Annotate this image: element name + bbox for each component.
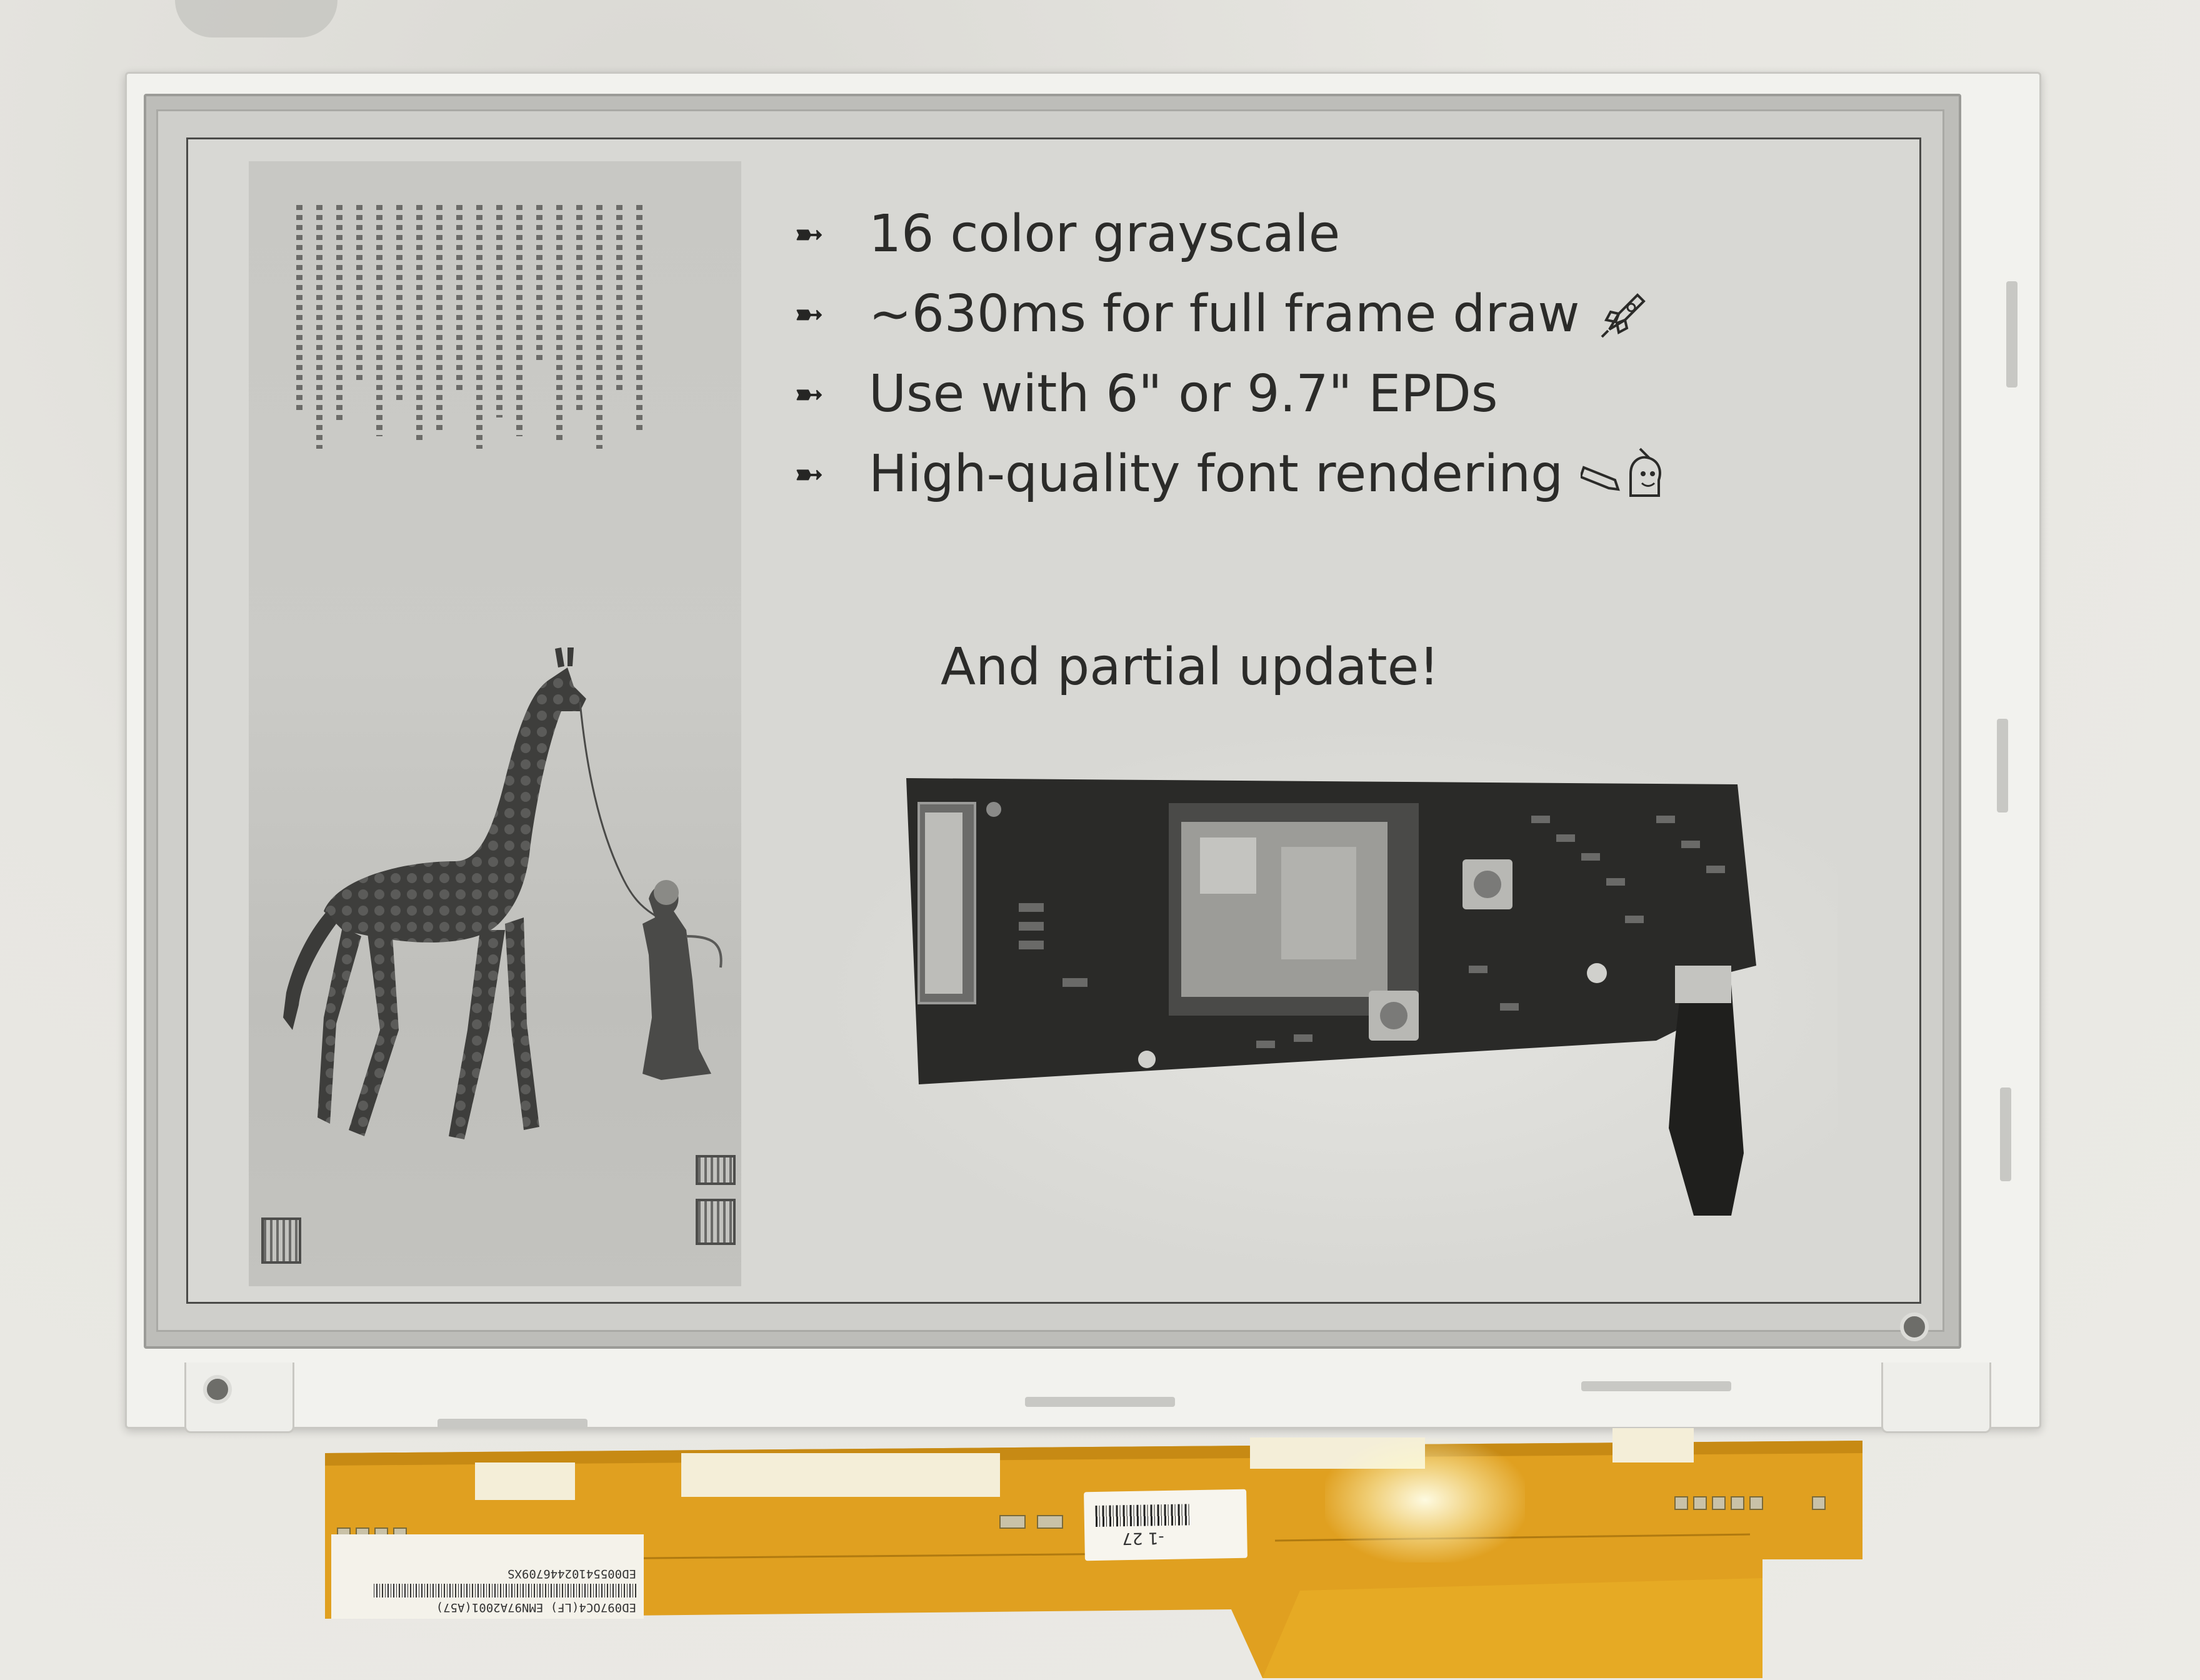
panel-slot (2006, 281, 2018, 388)
label-barcode-graphic (374, 1584, 636, 1598)
bullet-item: ➼ High-quality font rendering (794, 434, 1894, 514)
serial-number-line: ED00554102446709XS (508, 1567, 636, 1581)
giraffe-illustration (283, 648, 722, 1139)
arrow-bullet-icon: ➼ (794, 372, 824, 415)
bullet-item: ➼ ~630ms for full frame draw (794, 274, 1894, 354)
panel-slot (1025, 1397, 1175, 1407)
background-object (175, 0, 338, 38)
bullet-text: ~630ms for full frame draw (869, 284, 1580, 344)
pencil-artist-icon (1581, 448, 1662, 497)
giraffe-scroll-painting (249, 161, 741, 1286)
seal-stamp (696, 1199, 736, 1245)
panel-slot (1581, 1381, 1731, 1391)
panel-slot (438, 1419, 588, 1429)
partial-update-caption: And partial update! (941, 638, 1440, 697)
bullet-text: 16 color grayscale (869, 204, 1341, 264)
pcb-photo (806, 719, 1838, 1281)
arrow-bullet-icon: ➼ (794, 292, 824, 335)
driver-board-illustration (906, 778, 1756, 1216)
mount-hole (1900, 1312, 1929, 1341)
rocket-icon (1601, 293, 1646, 338)
panel-slot (1997, 719, 2008, 812)
barcode-graphic (1095, 1504, 1190, 1527)
part-number-line: ED097OC4(LF) EMN97A2001(A57) (436, 1601, 636, 1614)
bullet-item: ➼ Use with 6" or 9.7" EPDs (794, 354, 1894, 434)
panel-mount-tab-right (1881, 1362, 1991, 1433)
seal-stamp (261, 1218, 301, 1264)
bullet-text: Use with 6" or 9.7" EPDs (869, 364, 1498, 424)
arrow-bullet-icon: ➼ (794, 452, 824, 495)
calligraphy-inscription (292, 205, 642, 474)
panel-slot (2000, 1088, 2011, 1181)
bullet-text: High-quality font rendering (869, 444, 1564, 504)
barcode-number: -1 27 (1122, 1528, 1164, 1548)
barcode-sticker: -1 27 (1084, 1489, 1248, 1561)
panel-mount-tab-left (184, 1362, 294, 1433)
bullet-item: ➼ 16 color grayscale (794, 194, 1894, 274)
light-glare (1325, 1438, 1525, 1562)
feature-bullet-list: ➼ 16 color grayscale ➼ ~630ms for full f… (794, 194, 1894, 514)
arrow-bullet-icon: ➼ (794, 212, 824, 255)
cable-part-label: ED097OC4(LF) EMN97A2001(A57) ED005541024… (331, 1534, 644, 1619)
seal-stamp (696, 1155, 736, 1185)
mount-hole (203, 1375, 232, 1404)
